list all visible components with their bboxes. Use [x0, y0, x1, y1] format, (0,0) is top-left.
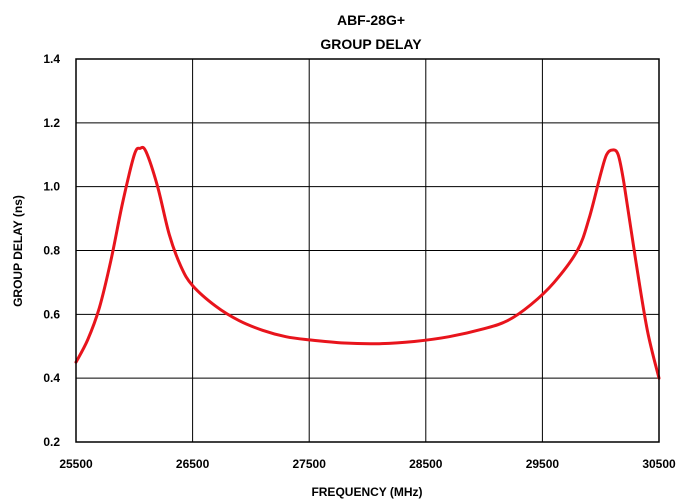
- y-tick-label: 1.0: [43, 180, 60, 194]
- x-tick-label: 29500: [526, 457, 560, 471]
- y-tick-label: 1.2: [43, 116, 60, 130]
- x-tick-label: 30500: [642, 457, 676, 471]
- plot-frame: [75, 58, 660, 443]
- y-tick-label: 0.2: [43, 435, 60, 449]
- series-line: [74, 145, 661, 380]
- y-tick-label: 0.4: [43, 371, 60, 385]
- chart-title: ABF-28G+: [337, 12, 405, 28]
- y-tick-label: 0.6: [43, 307, 60, 321]
- y-tick-label: 1.4: [43, 52, 60, 66]
- x-tick-label: 25500: [59, 457, 93, 471]
- tick-labels: 25500 26500 27500 28500 29500 30500 0.2 0.4 0.6 0…: [43, 52, 676, 471]
- grid: [75, 58, 660, 443]
- chart-subtitle: GROUP DELAY: [320, 36, 422, 52]
- y-axis-label: GROUP DELAY (ns): [11, 195, 25, 307]
- x-axis-label: FREQUENCY (MHz): [311, 485, 422, 499]
- series-lines: [74, 145, 661, 380]
- x-tick-label: 26500: [176, 457, 210, 471]
- x-tick-label: 27500: [293, 457, 327, 471]
- y-tick-label: 0.8: [43, 244, 60, 258]
- x-tick-label: 28500: [409, 457, 443, 471]
